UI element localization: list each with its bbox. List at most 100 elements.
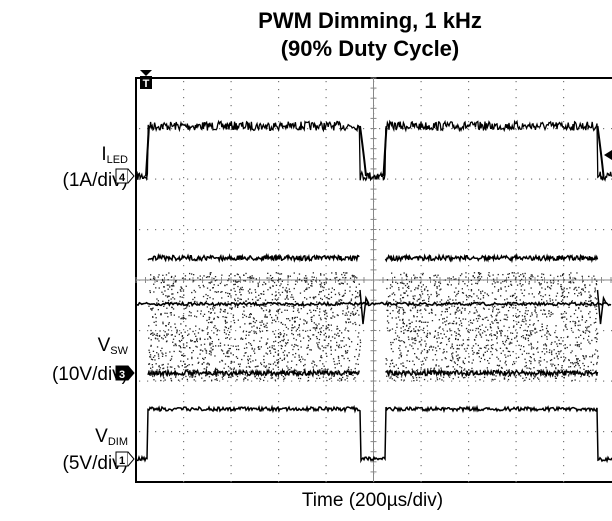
vsw-sample-dot <box>164 312 166 314</box>
grid-dot <box>299 330 301 332</box>
grid-dot <box>278 113 280 115</box>
vsw-sample-dot <box>522 335 524 337</box>
vsw-sample-dot <box>462 361 464 364</box>
vsw-sample-dot <box>250 313 252 315</box>
vsw-sample-dot <box>436 292 438 295</box>
vsw-sample-dot <box>256 299 258 301</box>
grid-dot <box>278 225 280 227</box>
vsw-sample-dot <box>210 281 212 283</box>
vsw-sample-dot <box>504 280 506 282</box>
vsw-sample-dot <box>336 276 338 279</box>
vsw-sample-dot <box>455 351 457 353</box>
vsw-sample-dot <box>172 284 174 286</box>
grid-dot <box>468 393 470 395</box>
grid-dot <box>420 225 422 227</box>
grid-dot <box>363 380 365 382</box>
vsw-sample-dot <box>335 273 337 275</box>
vsw-sample-dot <box>418 320 420 323</box>
vsw-sample-dot <box>163 367 165 369</box>
grid-dot <box>230 209 232 211</box>
vsw-sample-dot <box>272 280 274 282</box>
vsw-sample-dot <box>403 323 405 325</box>
vsw-sample-dot <box>277 333 280 335</box>
vsw-sample-dot <box>239 298 241 300</box>
vsw-sample-dot <box>357 371 359 373</box>
vsw-sample-dot <box>530 368 532 370</box>
vsw-sample-dot <box>525 304 527 306</box>
vsw-sample-dot <box>408 360 411 362</box>
vsw-sample-dot <box>430 367 432 370</box>
vsw-sample-dot <box>175 281 177 283</box>
vsw-sample-dot <box>450 334 453 336</box>
grid-dot <box>299 380 301 382</box>
vsw-sample-dot <box>397 367 399 369</box>
vsw-sample-dot <box>567 375 570 377</box>
vsw-sample-dot <box>264 299 267 301</box>
vsw-sample-dot <box>248 365 250 368</box>
vsw-sample-dot <box>342 283 344 285</box>
vsw-sample-dot <box>477 344 479 347</box>
grid-dot <box>499 431 501 433</box>
vsw-sample-dot <box>458 329 460 332</box>
vsw-sample-dot <box>398 309 400 311</box>
vsw-sample-dot <box>234 280 237 282</box>
vsw-sample-dot <box>351 294 354 296</box>
vsw-sample-dot <box>192 369 194 372</box>
vsw-sample-dot <box>528 360 531 362</box>
vsw-sample-dot <box>560 285 562 288</box>
grid-dot <box>468 233 470 235</box>
vsw-sample-dot <box>181 304 183 306</box>
vsw-sample-dot <box>594 289 596 291</box>
vsw-sample-dot <box>435 365 437 367</box>
vsw-sample-dot <box>569 366 572 368</box>
vsw-sample-dot <box>394 294 396 296</box>
vsw-sample-dot <box>392 341 394 344</box>
vsw-sample-dot <box>549 287 551 289</box>
grid-dot <box>291 431 293 433</box>
vsw-sample-dot <box>390 348 393 350</box>
vsw-sample-dot <box>434 330 436 332</box>
vsw-sample-dot <box>520 285 523 287</box>
vsw-sample-dot <box>552 301 554 304</box>
grid-dot <box>555 128 557 130</box>
grid-dot <box>515 137 517 139</box>
vsw-sample-dot <box>409 331 412 333</box>
grid-dot <box>420 409 422 411</box>
vsw-sample-dot <box>594 306 596 308</box>
vsw-sample-dot <box>531 314 533 316</box>
vsw-sample-dot <box>149 356 152 358</box>
vsw-sample-dot <box>150 345 152 347</box>
grid-dot <box>563 417 565 419</box>
vsw-sample-dot <box>271 345 273 347</box>
vsw-sample-dot <box>560 284 562 286</box>
vsw-sample-dot <box>451 305 453 307</box>
vsw-sample-dot <box>307 379 310 382</box>
vsw-sample-dot <box>288 352 290 354</box>
grid-dot <box>499 229 501 231</box>
vsw-sample-dot <box>272 368 274 370</box>
vsw-sample-dot <box>315 296 317 298</box>
grid-dot <box>499 178 501 180</box>
vsw-sample-dot <box>518 315 520 317</box>
vsw-sample-dot <box>264 326 266 328</box>
vsw-sample-dot <box>171 285 174 287</box>
vsw-sample-dot <box>274 379 276 381</box>
grid-dot <box>183 449 185 451</box>
grid-dot <box>347 431 349 433</box>
vsw-sample-dot <box>500 335 502 337</box>
vsw-sample-dot <box>158 365 160 368</box>
vsw-sample-dot <box>568 359 570 361</box>
vsw-sample-dot <box>518 304 520 306</box>
vsw-sample-dot <box>432 359 434 361</box>
vsw-sample-dot <box>302 301 304 303</box>
vsw-sample-dot <box>167 323 170 325</box>
vsw-sample-dot <box>557 283 559 285</box>
vsw-sample-dot <box>562 273 565 275</box>
grid-dot <box>507 380 509 382</box>
vsw-sample-dot <box>282 376 285 378</box>
vsw-sample-dot <box>412 295 414 297</box>
grid-dot <box>468 409 470 411</box>
vsw-sample-dot <box>528 378 531 380</box>
vsw-sample-dot <box>265 305 267 307</box>
vsw-sample-dot <box>324 295 326 297</box>
